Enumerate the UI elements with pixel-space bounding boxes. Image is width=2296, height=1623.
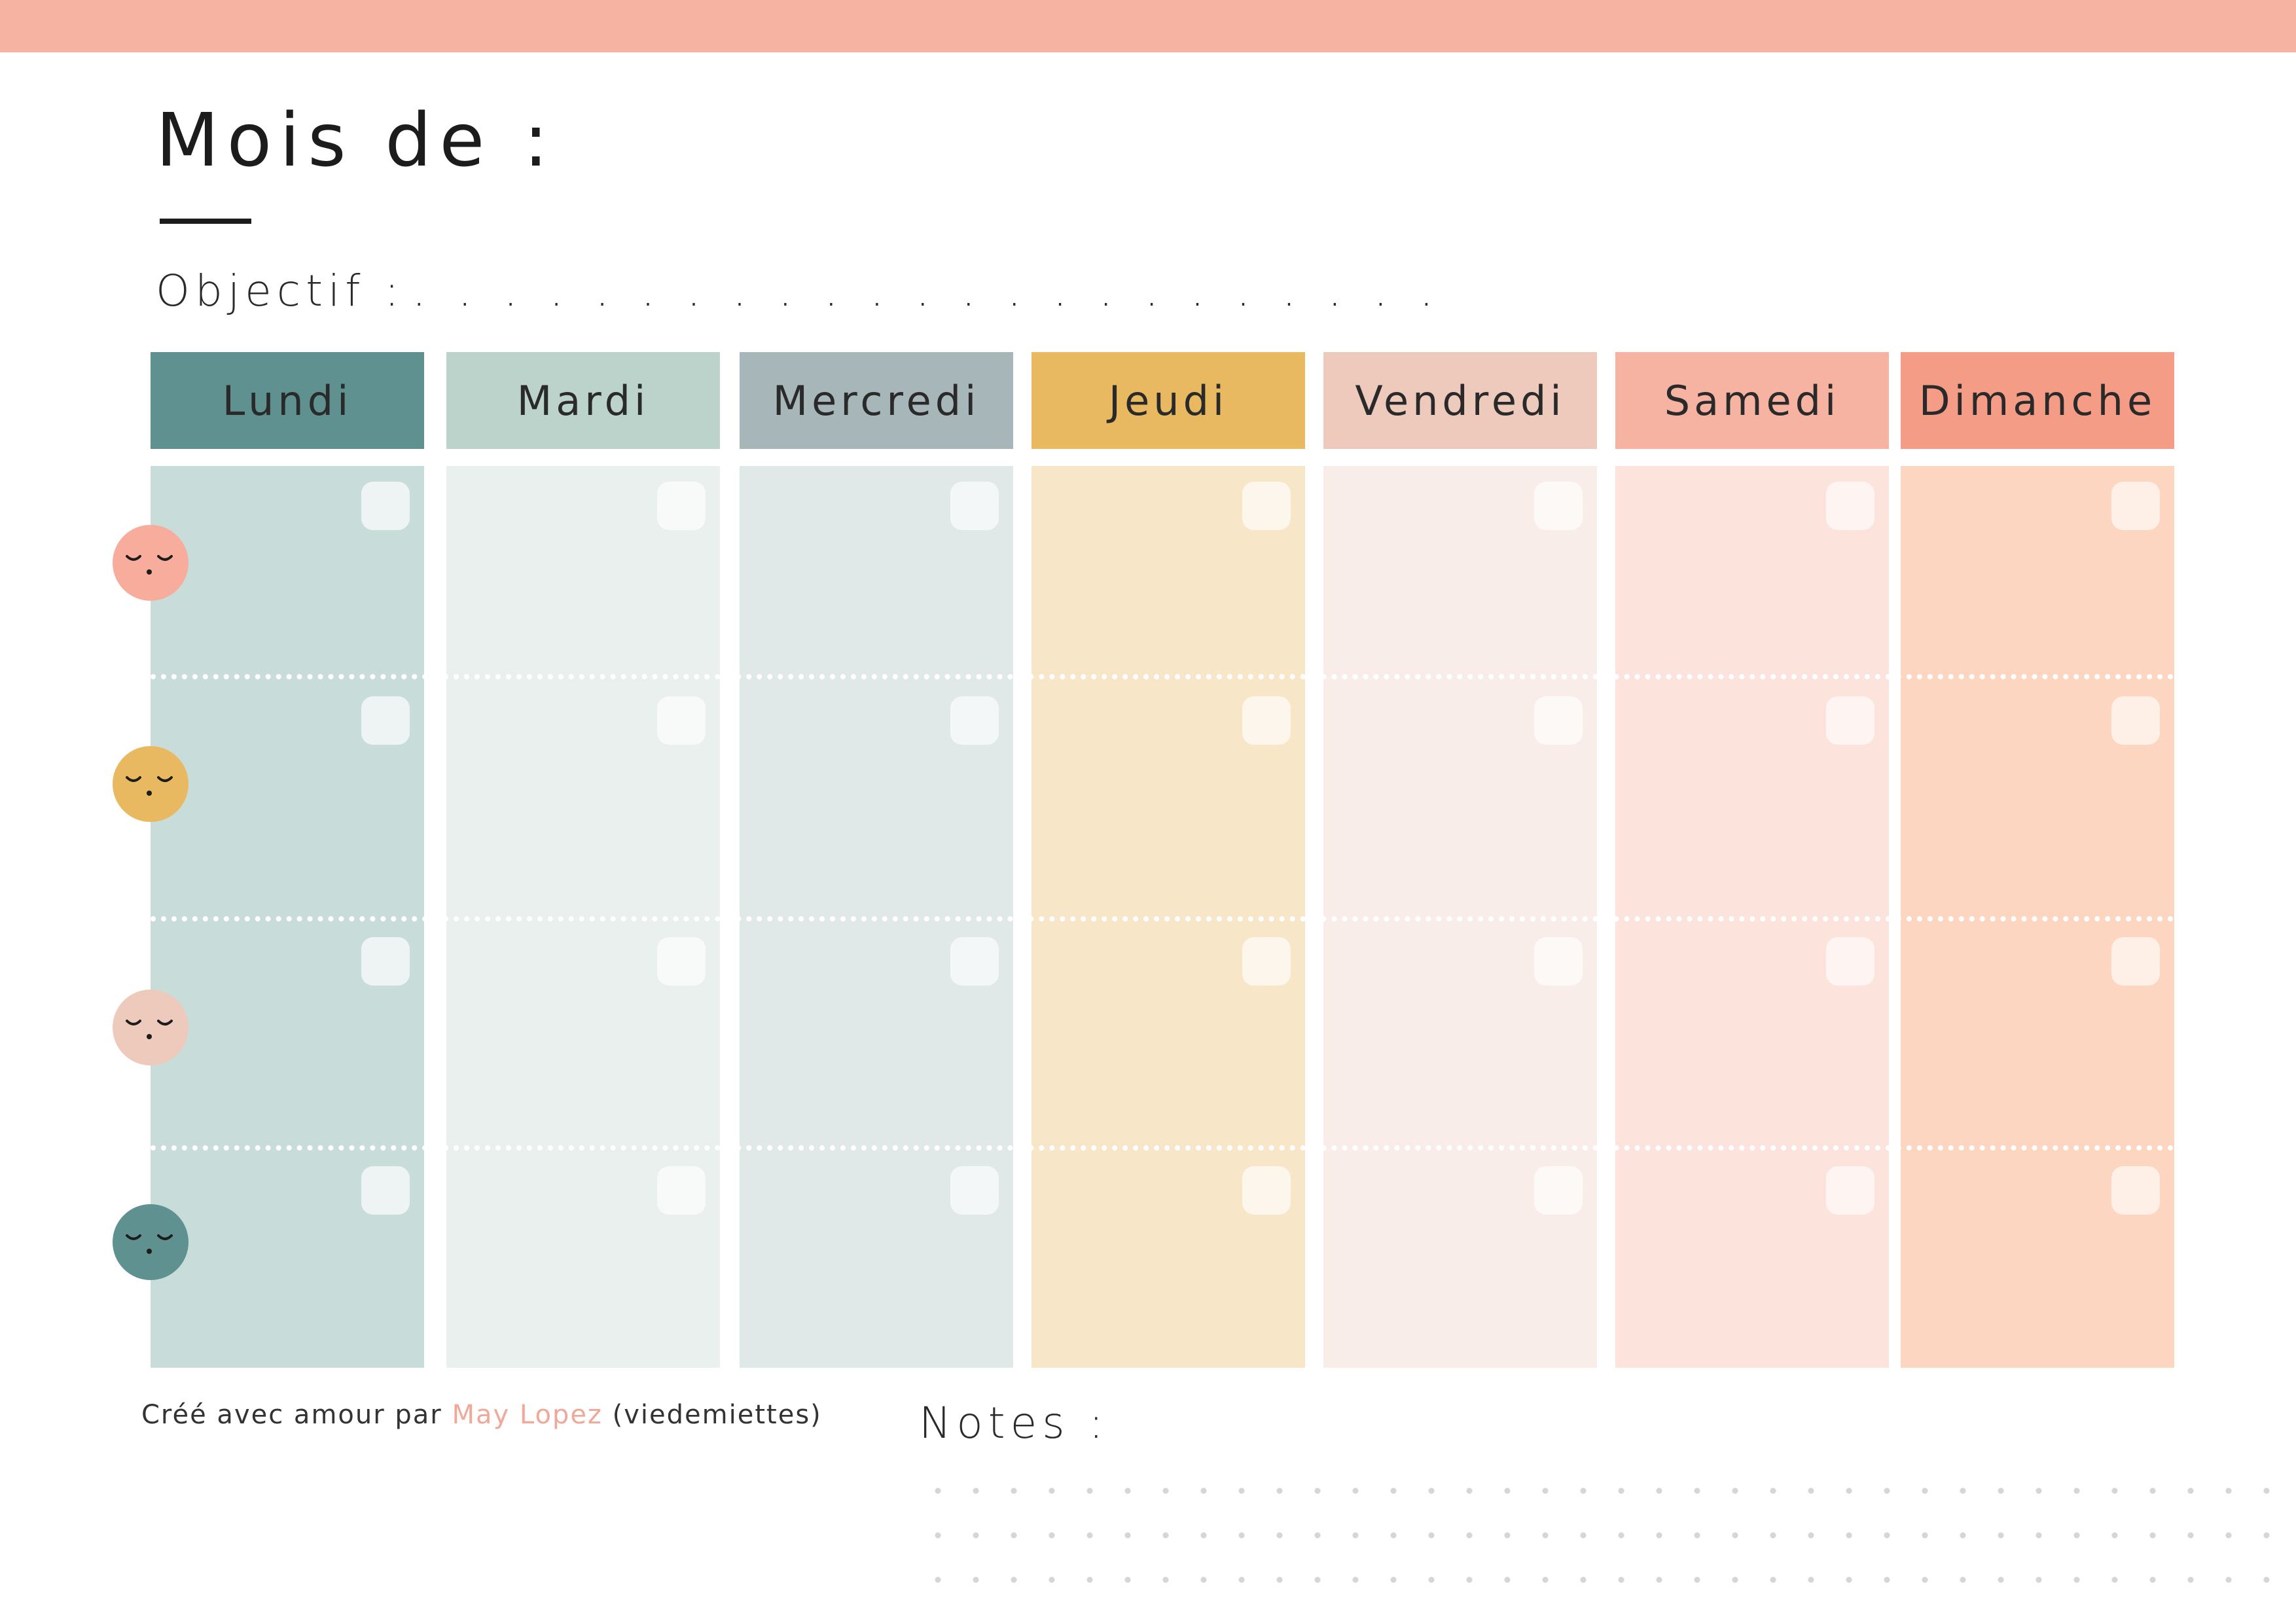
day-header-samedi: Samedi	[1615, 352, 1889, 449]
objective-line: Objectif :. . . . . . . . . . . . . . . …	[156, 262, 1443, 321]
date-box[interactable]	[950, 937, 999, 986]
objective-dots: . . . . . . . . . . . . . . . . . . . . …	[412, 266, 1443, 316]
date-box[interactable]	[1534, 482, 1583, 530]
yellow-face-icon	[113, 746, 188, 822]
date-box[interactable]	[361, 1166, 410, 1215]
date-box[interactable]	[657, 482, 706, 530]
date-box[interactable]	[2111, 482, 2160, 530]
notes-label: Notes :	[919, 1398, 1109, 1448]
week-separator	[151, 1145, 2174, 1150]
day-header-lundi: Lundi	[151, 352, 424, 449]
credit-line: Créé avec amour par May Lopez (viedemiet…	[141, 1397, 822, 1433]
date-box[interactable]	[1242, 937, 1291, 986]
pink-face-icon	[113, 525, 188, 601]
date-box[interactable]	[950, 482, 999, 530]
date-box[interactable]	[2111, 1166, 2160, 1215]
notes-dot-grid[interactable]	[919, 1469, 2280, 1613]
date-box[interactable]	[1826, 482, 1874, 530]
date-box[interactable]	[1534, 696, 1583, 745]
date-box[interactable]	[2111, 937, 2160, 986]
day-header-mardi: Mardi	[446, 352, 720, 449]
date-box[interactable]	[1826, 937, 1874, 986]
page-title: Mois de :	[156, 98, 556, 183]
day-header-mercredi: Mercredi	[740, 352, 1013, 449]
date-box[interactable]	[657, 937, 706, 986]
teal-face-icon	[113, 1204, 188, 1280]
date-box[interactable]	[950, 1166, 999, 1215]
date-box[interactable]	[361, 482, 410, 530]
date-box[interactable]	[950, 696, 999, 745]
date-box[interactable]	[657, 1166, 706, 1215]
date-box[interactable]	[1534, 937, 1583, 986]
title-underline	[160, 219, 251, 224]
date-box[interactable]	[1242, 482, 1291, 530]
date-box[interactable]	[1826, 1166, 1874, 1215]
week-separator	[151, 916, 2174, 921]
date-box[interactable]	[1826, 696, 1874, 745]
credit-author: May Lopez	[452, 1400, 603, 1430]
credit-suffix: (viedemiettes)	[612, 1400, 822, 1430]
date-box[interactable]	[2111, 696, 2160, 745]
date-box[interactable]	[1242, 696, 1291, 745]
credit-prefix: Créé avec amour par	[141, 1400, 442, 1430]
top-banner	[0, 0, 2296, 52]
date-box[interactable]	[361, 937, 410, 986]
objective-label: Objectif :	[156, 266, 404, 316]
day-header-dimanche: Dimanche	[1901, 352, 2174, 449]
day-header-jeudi: Jeudi	[1031, 352, 1305, 449]
day-header-vendredi: Vendredi	[1323, 352, 1597, 449]
date-box[interactable]	[657, 696, 706, 745]
week-separator	[151, 674, 2174, 679]
date-box[interactable]	[361, 696, 410, 745]
date-box[interactable]	[1242, 1166, 1291, 1215]
date-box[interactable]	[1534, 1166, 1583, 1215]
blush-face-icon	[113, 990, 188, 1065]
